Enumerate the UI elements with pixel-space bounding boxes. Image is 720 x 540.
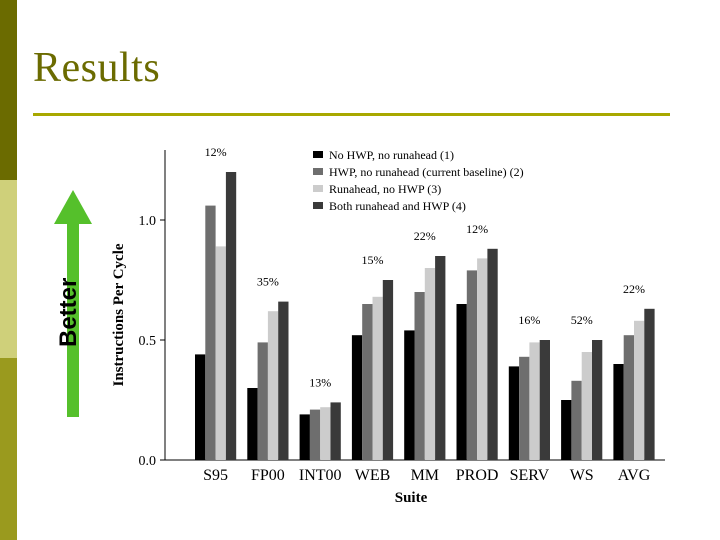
legend-swatch-3 bbox=[313, 185, 323, 192]
legend-swatch-2 bbox=[313, 168, 323, 175]
better-label: Better bbox=[55, 277, 82, 347]
bar-s95-series-2 bbox=[205, 205, 216, 460]
y-tick-label: 0.5 bbox=[139, 334, 157, 349]
bar-fp00-series-3 bbox=[267, 311, 279, 460]
annotation-web: 15% bbox=[362, 253, 384, 267]
x-tick-label-fp00: FP00 bbox=[251, 467, 285, 484]
x-ticks: S95 FP00 INT00 WEB MM PROD SERV WS AVG bbox=[203, 467, 651, 484]
better-arrow-shaft bbox=[67, 223, 79, 417]
bar-int00-series-1 bbox=[299, 414, 310, 460]
improvement-annotations: 12% 35% 13% 15% 22% 12% 16% 52% 22% bbox=[205, 145, 645, 389]
bar-fp00-series-1 bbox=[247, 388, 258, 460]
bar-mm-series-2 bbox=[414, 292, 425, 460]
bar-web-series-1 bbox=[351, 335, 363, 460]
bar-s95-series-4 bbox=[225, 172, 237, 460]
x-tick-label-prod: PROD bbox=[456, 467, 499, 484]
legend-swatch-1 bbox=[313, 151, 323, 158]
annotation-ws: 52% bbox=[571, 313, 593, 327]
bar-mm-series-4 bbox=[435, 256, 446, 460]
bar-prod-series-4 bbox=[487, 248, 498, 460]
bar-serv-series-2 bbox=[519, 356, 530, 460]
x-tick-label-s95: S95 bbox=[203, 467, 228, 484]
bar-avg-series-4 bbox=[644, 308, 655, 460]
bar-s95-series-3 bbox=[215, 246, 226, 460]
decor-band-bottom bbox=[0, 358, 17, 540]
bar-serv-series-4 bbox=[539, 340, 550, 460]
bar-int00-series-2 bbox=[309, 409, 321, 460]
annotation-int00: 13% bbox=[309, 375, 331, 389]
bar-web-series-4 bbox=[382, 280, 394, 460]
annotation-serv: 16% bbox=[518, 313, 540, 327]
x-axis-label: Suite bbox=[395, 490, 428, 506]
legend-label-1: No HWP, no runahead (1) bbox=[329, 148, 454, 162]
x-tick-label-ws: WS bbox=[570, 467, 594, 484]
bar-ws-series-2 bbox=[571, 380, 582, 460]
bar-s95-series-1 bbox=[195, 354, 206, 460]
bar-web-series-3 bbox=[372, 296, 383, 460]
bar-fp00-series-2 bbox=[257, 342, 268, 460]
bar-prod-series-2 bbox=[466, 270, 478, 460]
bar-avg-series-1 bbox=[613, 364, 624, 460]
decor-band-middle bbox=[0, 180, 17, 358]
bars bbox=[195, 172, 655, 460]
bar-mm-series-3 bbox=[424, 268, 436, 460]
title-underline bbox=[33, 113, 670, 116]
annotation-s95: 12% bbox=[205, 145, 227, 159]
x-tick-label-avg: AVG bbox=[618, 467, 651, 484]
bar-ws-series-3 bbox=[581, 352, 592, 460]
legend-label-2: HWP, no runahead (current baseline) (2) bbox=[329, 165, 524, 179]
bar-web-series-2 bbox=[362, 304, 373, 460]
better-arrow-icon bbox=[54, 190, 92, 417]
x-tick-label-web: WEB bbox=[355, 467, 391, 484]
annotation-avg: 22% bbox=[623, 282, 645, 296]
bar-avg-series-2 bbox=[623, 335, 634, 460]
y-axis-label: Instructions Per Cycle bbox=[111, 243, 127, 386]
bar-ws-series-1 bbox=[561, 400, 572, 460]
annotation-fp00: 35% bbox=[257, 275, 279, 289]
legend-label-3: Runahead, no HWP (3) bbox=[329, 182, 441, 196]
annotation-mm: 22% bbox=[414, 229, 436, 243]
x-tick-label-mm: MM bbox=[411, 467, 439, 484]
bar-avg-series-3 bbox=[634, 320, 645, 460]
y-ticks: 0.0 0.5 1.0 bbox=[139, 214, 165, 469]
y-tick-label: 0.0 bbox=[139, 454, 157, 469]
slide-title: Results bbox=[33, 45, 161, 91]
better-arrow-head bbox=[54, 190, 92, 224]
bar-mm-series-1 bbox=[404, 330, 415, 460]
bar-prod-series-3 bbox=[477, 258, 488, 460]
bar-prod-series-1 bbox=[456, 304, 467, 460]
bar-fp00-series-4 bbox=[278, 301, 289, 460]
legend: No HWP, no runahead (1) HWP, no runahead … bbox=[313, 148, 524, 213]
legend-label-4: Both runahead and HWP (4) bbox=[329, 199, 466, 213]
bar-int00-series-4 bbox=[330, 402, 341, 460]
bar-ws-series-4 bbox=[592, 340, 603, 460]
ipc-bar-chart: 0.0 0.5 1.0 12% 35% 13% 15% 22% 12% 16% 52% 22% S9… bbox=[111, 145, 665, 506]
legend-swatch-4 bbox=[313, 202, 323, 209]
bar-serv-series-1 bbox=[508, 366, 520, 460]
x-tick-label-serv: SERV bbox=[510, 467, 550, 484]
bar-serv-series-3 bbox=[529, 342, 540, 460]
decor-band-top bbox=[0, 0, 17, 180]
annotation-prod: 12% bbox=[466, 222, 488, 236]
y-tick-label: 1.0 bbox=[139, 214, 157, 229]
x-tick-label-int00: INT00 bbox=[299, 467, 342, 484]
bar-int00-series-3 bbox=[320, 407, 331, 460]
